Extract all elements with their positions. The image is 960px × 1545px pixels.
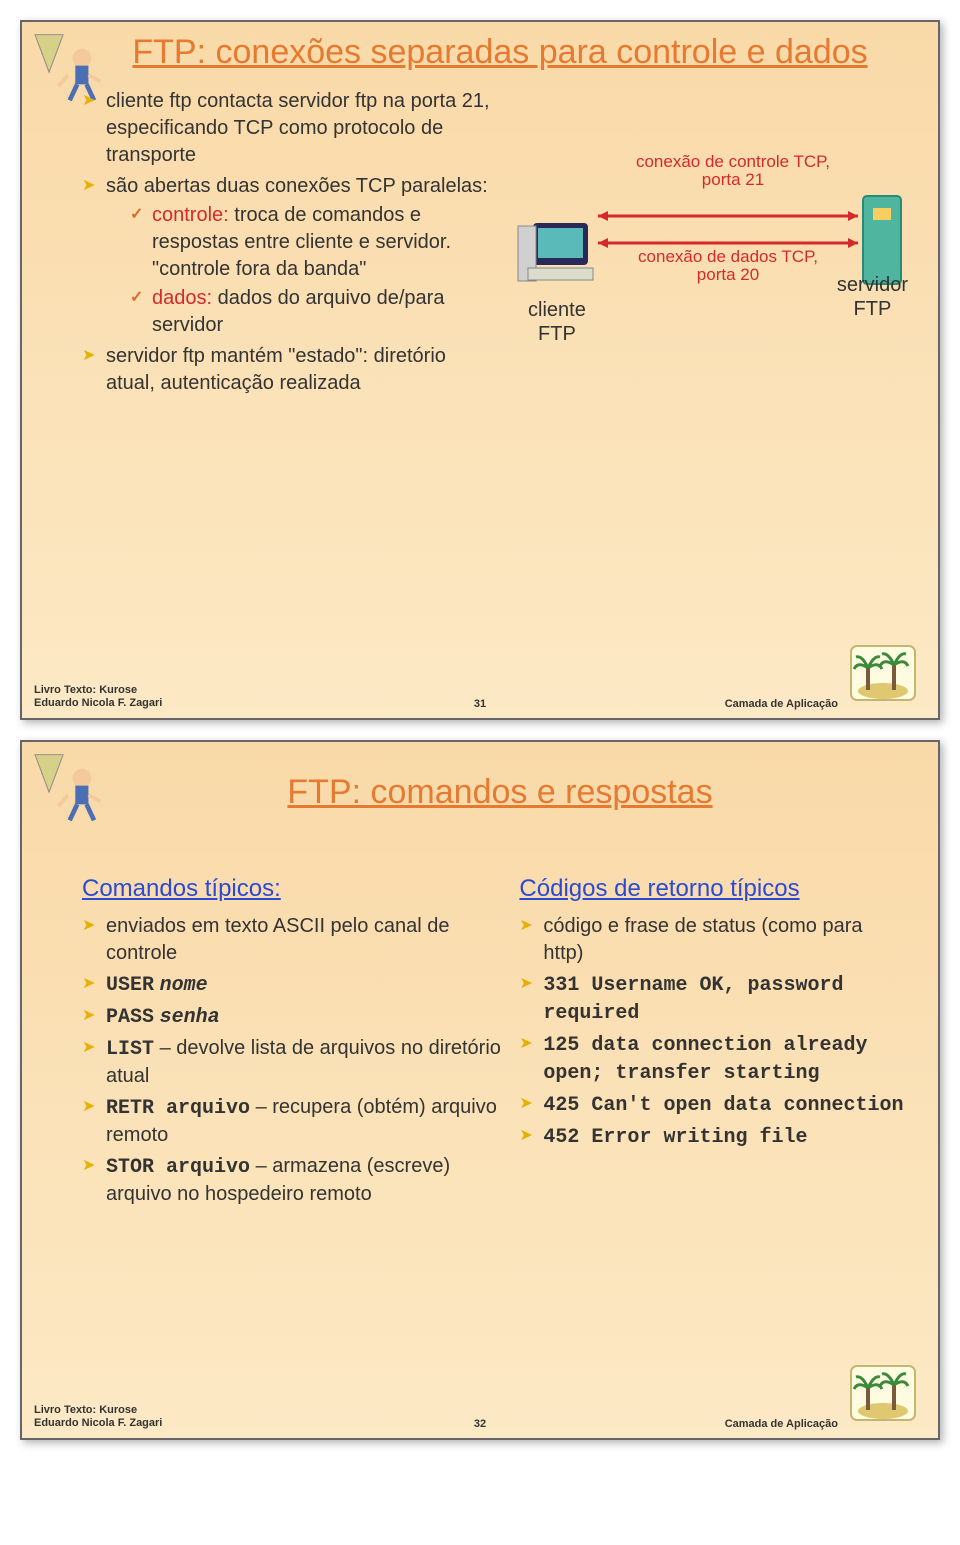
bullet-item: 125 data connection already open; transf… bbox=[519, 1031, 908, 1087]
island-clipart-icon bbox=[848, 643, 918, 703]
slide-title: FTP: conexões separadas para controle e … bbox=[22, 22, 938, 83]
island-clipart-icon bbox=[848, 1363, 918, 1423]
page-number: 31 bbox=[474, 698, 486, 710]
footer-right: Camada de Aplicação bbox=[725, 698, 838, 710]
conn-control-label: conexão de controle TCP, porta 21 bbox=[628, 153, 838, 190]
bullet-item: 452 Error writing file bbox=[519, 1123, 908, 1151]
bullet-item: LIST – devolve lista de arquivos no dire… bbox=[82, 1035, 509, 1090]
slide-2: FTP: comandos e respostas Comandos típic… bbox=[20, 740, 940, 1440]
bullet-item: código e frase de status (como para http… bbox=[519, 913, 908, 967]
slide-1: FTP: conexões separadas para controle e … bbox=[20, 20, 940, 720]
slide-title: FTP: comandos e respostas bbox=[22, 742, 938, 823]
bullet-item: cliente ftp contacta servidor ftp na por… bbox=[82, 88, 498, 169]
check-item: controle: troca de comandos e respostas … bbox=[130, 202, 498, 283]
footer-left: Livro Texto: Kurose Eduardo Nicola F. Za… bbox=[34, 1404, 162, 1430]
client-label: clienteFTP bbox=[528, 298, 586, 346]
commands-heading: Comandos típicos: bbox=[82, 873, 509, 905]
bullet-item: enviados em texto ASCII pelo canal de co… bbox=[82, 913, 509, 967]
bullet-item: RETR arquivo – recupera (obtém) arquivo … bbox=[82, 1094, 509, 1149]
bullet-item: USER nome bbox=[82, 971, 509, 999]
slide-content: cliente ftp contacta servidor ftp na por… bbox=[22, 83, 938, 441]
right-column: conexão de controle TCP, porta 21 conexã… bbox=[508, 88, 908, 401]
left-column: Comandos típicos: enviados em texto ASCI… bbox=[82, 873, 509, 1212]
slide-content: Comandos típicos: enviados em texto ASCI… bbox=[22, 823, 938, 1252]
bullet-item: 331 Username OK, password required bbox=[519, 971, 908, 1027]
left-column: cliente ftp contacta servidor ftp na por… bbox=[82, 88, 498, 401]
codes-heading: Códigos de retorno típicos bbox=[519, 873, 908, 905]
bullet-item: são abertas duas conexões TCP paralelas:… bbox=[82, 173, 498, 339]
right-column: Códigos de retorno típicos código e fras… bbox=[519, 873, 908, 1212]
footer-left: Livro Texto: Kurose Eduardo Nicola F. Za… bbox=[34, 684, 162, 710]
footer-right: Camada de Aplicação bbox=[725, 1418, 838, 1430]
server-label: servidorFTP bbox=[837, 273, 908, 321]
bullet-item: STOR arquivo – armazena (escreve) arquiv… bbox=[82, 1153, 509, 1208]
check-item: dados: dados do arquivo de/para servidor bbox=[130, 285, 498, 339]
conn-data-label: conexão de dados TCP, porta 20 bbox=[618, 248, 838, 285]
bullet-item: 425 Can't open data connection bbox=[519, 1091, 908, 1119]
ftp-diagram: conexão de controle TCP, porta 21 conexã… bbox=[508, 148, 908, 368]
bullet-item: PASS senha bbox=[82, 1003, 509, 1031]
page-number: 32 bbox=[474, 1418, 486, 1430]
bullet-item: servidor ftp mantém "estado": diretório … bbox=[82, 343, 498, 397]
person-clipart-icon bbox=[30, 750, 115, 825]
